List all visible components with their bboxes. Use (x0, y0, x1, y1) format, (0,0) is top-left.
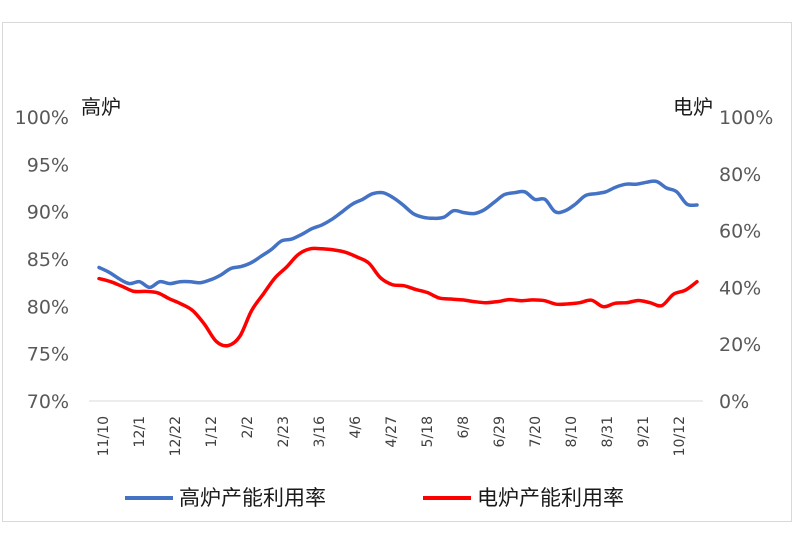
right-tick-label: 60% (719, 221, 761, 243)
x-tick-label: 4/27 (384, 416, 400, 447)
series-layer (97, 179, 699, 348)
x-tick-label: 11/10 (96, 416, 112, 456)
x-tick-label: 5/18 (420, 416, 436, 447)
legend: 高炉产能利用率 电炉产能利用率 (125, 486, 624, 510)
legend-label-blast-furnace: 高炉产能利用率 (179, 486, 326, 510)
x-tick-label: 2/23 (276, 416, 292, 447)
left-axis-label: 高炉 (81, 95, 121, 119)
x-tick-label: 3/16 (312, 416, 328, 448)
series-line-electric-furnace (97, 246, 699, 348)
left-tick-label: 75% (27, 344, 69, 366)
left-tick-label: 80% (27, 296, 69, 318)
right-tick-label: 40% (719, 277, 761, 299)
x-tick-label: 8/31 (600, 416, 616, 447)
legend-label-electric-furnace: 电炉产能利用率 (477, 486, 624, 510)
chart-svg: 70% 75% 80% 85% 90% 95% 100% 0% 20% 40% 60% 80% 100… (15, 95, 774, 510)
x-tick-label: 9/21 (636, 416, 652, 447)
right-y-axis: 0% 20% 40% 60% 80% 100% (719, 107, 773, 413)
x-tick-label: 6/29 (492, 416, 508, 447)
left-tick-label: 100% (15, 107, 69, 129)
x-tick-label: 6/8 (456, 416, 472, 439)
x-tick-label: 12/1 (132, 416, 148, 447)
left-tick-label: 95% (27, 154, 69, 176)
right-axis-label: 电炉 (673, 95, 713, 119)
right-tick-label: 100% (719, 107, 773, 129)
left-tick-label: 85% (27, 249, 69, 271)
left-tick-label: 90% (27, 202, 69, 224)
x-axis: 11/10 12/1 12/22 1/12 2/2 2/23 3/16 4/6 4/27 5/18… (96, 416, 688, 456)
series-line-blast-furnace (97, 179, 699, 290)
right-tick-label: 80% (719, 164, 761, 186)
x-tick-label: 7/20 (528, 416, 544, 447)
x-tick-label: 10/12 (672, 416, 688, 456)
x-tick-label: 2/2 (240, 416, 256, 439)
left-y-axis: 70% 75% 80% 85% 90% 95% 100% (15, 107, 69, 413)
x-tick-label: 1/12 (204, 416, 220, 447)
x-tick-label: 12/22 (168, 416, 184, 456)
left-tick-label: 70% (27, 391, 69, 413)
x-tick-label: 4/6 (348, 416, 364, 439)
x-tick-label: 8/10 (564, 416, 580, 447)
right-tick-label: 20% (719, 334, 761, 356)
right-tick-label: 0% (719, 391, 749, 413)
chart-frame: 70% 75% 80% 85% 90% 95% 100% 0% 20% 40% 60% 80% 100… (2, 22, 792, 522)
